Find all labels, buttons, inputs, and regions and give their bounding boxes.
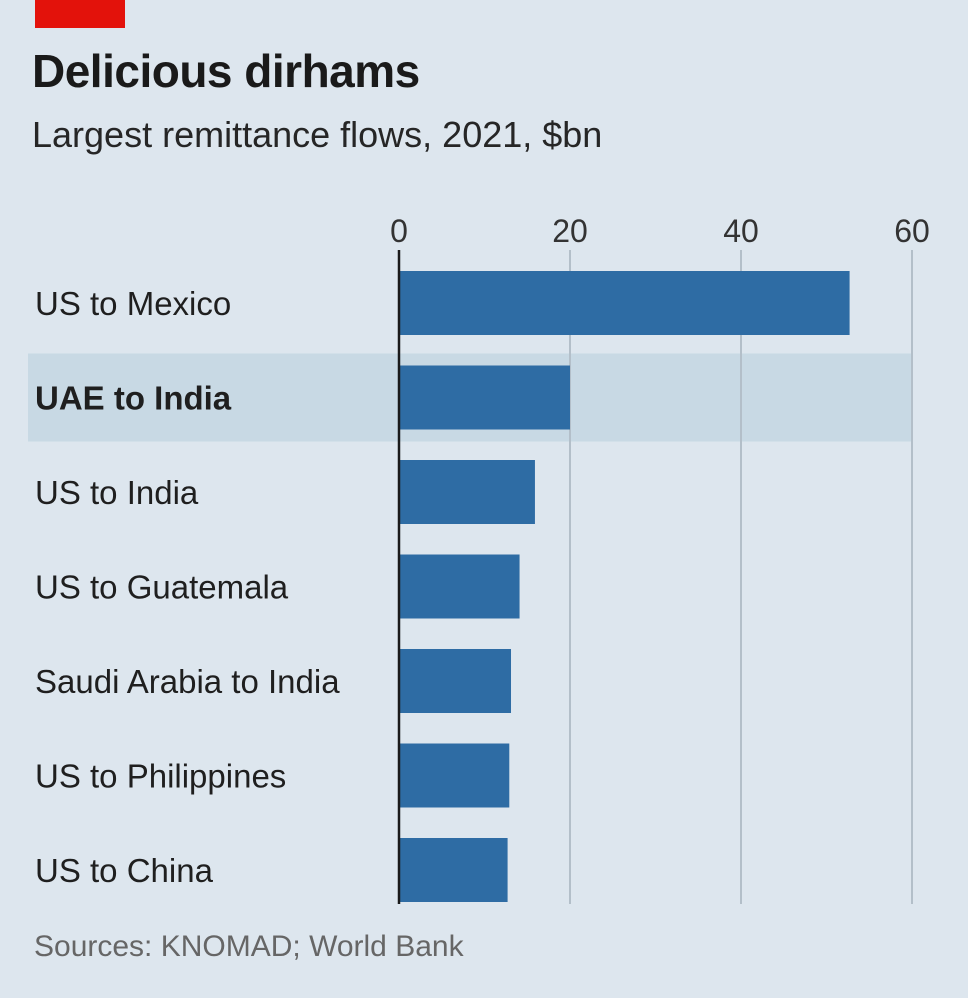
x-tick-label: 60 [894,213,930,249]
bar [399,554,520,619]
x-tick-label: 20 [552,213,588,249]
x-tick-label: 40 [723,213,759,249]
chart-subtitle: Largest remittance flows, 2021, $bn [32,114,603,155]
category-label: US to China [35,852,214,889]
chart-title: Delicious dirhams [32,45,420,97]
category-label: US to Mexico [35,285,231,322]
bar [399,838,508,902]
category-label: US to Philippines [35,758,286,795]
category-label: US to Guatemala [35,569,289,606]
source-note: Sources: KNOMAD; World Bank [34,930,464,963]
category-label: Saudi Arabia to India [35,663,340,700]
bar [399,365,570,430]
bar [399,649,512,713]
bar [399,271,850,335]
bar [399,743,510,808]
category-label: UAE to India [35,380,232,417]
brand-red-tag [35,0,125,28]
x-tick-label: 0 [390,213,408,249]
category-label: US to India [35,474,199,511]
bar [399,460,535,524]
